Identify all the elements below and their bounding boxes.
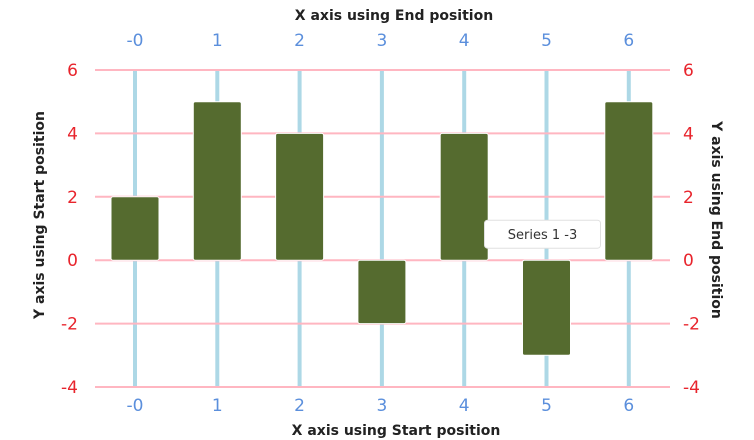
- bar[interactable]: [604, 101, 654, 261]
- x-tick-label: 1: [212, 31, 223, 51]
- y-tick-label: -4: [61, 378, 78, 398]
- x-tick-label: -0: [127, 31, 144, 51]
- y-tick-label: 6: [67, 61, 78, 81]
- y-tick-label: -4: [683, 378, 700, 398]
- y-tick-label: 4: [683, 124, 694, 144]
- tooltip-box: [484, 219, 601, 249]
- horizontal-grid: [95, 69, 670, 388]
- bar[interactable]: [439, 132, 489, 261]
- x-tick-label: 5: [541, 396, 552, 416]
- y-tick-label: 4: [67, 124, 78, 144]
- x-tick-label: 6: [623, 31, 634, 51]
- x-tick-label: 2: [294, 31, 305, 51]
- y-tick-label: 6: [683, 61, 694, 81]
- y-axis-title-left: Y axis using Start position: [32, 111, 48, 320]
- x-tick-label: 4: [459, 396, 470, 416]
- y-tick-label: 0: [67, 251, 78, 271]
- x-tick-label: 1: [212, 396, 223, 416]
- y-tick-labels-right: 6 4 2 0 -2 -4: [683, 61, 700, 398]
- y-tick-label: 2: [683, 188, 694, 208]
- bar-series: [110, 101, 654, 356]
- x-tick-label: 3: [376, 31, 387, 51]
- x-tick-label: 6: [623, 396, 634, 416]
- x-axis-title-top: X axis using End position: [295, 8, 493, 24]
- y-tick-label: -2: [61, 315, 78, 335]
- y-axis-title-right: Y axis using End position: [708, 120, 724, 319]
- y-tick-label: 0: [683, 251, 694, 271]
- y-tick-label: -2: [683, 315, 700, 335]
- bar[interactable]: [275, 132, 325, 261]
- x-tick-labels-top: -0 1 2 3 4 5 6: [127, 31, 635, 51]
- x-tick-label: 4: [459, 31, 470, 51]
- x-tick-labels-bottom: -0 1 2 3 4 5 6: [127, 396, 635, 416]
- bar[interactable]: [110, 196, 160, 261]
- y-tick-labels-left: 6 4 2 0 -2 -4: [61, 61, 78, 398]
- x-tick-label: 5: [541, 31, 552, 51]
- bar[interactable]: [357, 259, 407, 325]
- x-tick-label: -0: [127, 396, 144, 416]
- tooltip-text: Series 1 -3: [508, 228, 577, 243]
- x-tick-label: 3: [376, 396, 387, 416]
- bar[interactable]: [192, 101, 242, 261]
- x-tick-label: 2: [294, 396, 305, 416]
- y-tick-label: 2: [67, 188, 78, 208]
- bar[interactable]: [522, 259, 571, 356]
- x-axis-title-bottom: X axis using Start position: [292, 423, 501, 439]
- tooltip: Series 1 -3: [484, 219, 601, 249]
